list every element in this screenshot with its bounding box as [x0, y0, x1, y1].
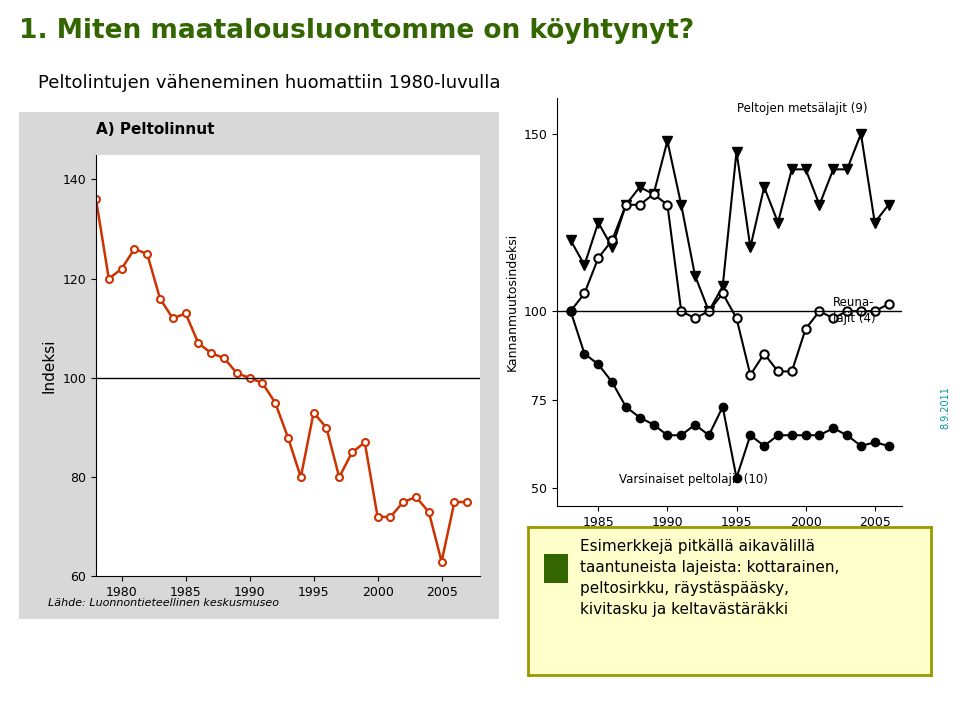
Y-axis label: Kannanmuutosindeksi: Kannanmuutosindeksi	[506, 233, 519, 371]
Text: Lähde: Luonnontieteellinen keskusmuseo: Lähde: Luonnontieteellinen keskusmuseo	[48, 598, 279, 608]
Text: 8.9.2011: 8.9.2011	[941, 387, 950, 429]
Text: Varsinaiset peltolajit (10): Varsinaiset peltolajit (10)	[619, 473, 768, 486]
Text: A) Peltolinnut: A) Peltolinnut	[96, 122, 214, 137]
Bar	[544, 554, 568, 583]
Text: Reuna-
lajit (4): Reuna- lajit (4)	[833, 296, 876, 325]
Text: Peltolintujen väheneminen huomattiin 1980-luvulla: Peltolintujen väheneminen huomattiin 198…	[38, 74, 501, 92]
Text: Esimerkkejä pitkällä aikavälillä
taantuneista lajeista: kottarainen,
peltosirkku: Esimerkkejä pitkällä aikavälillä taantun…	[581, 539, 840, 617]
Text: Peltojen metsälajit (9): Peltojen metsälajit (9)	[736, 103, 867, 115]
Y-axis label: Indeksi: Indeksi	[42, 338, 57, 393]
Text: 1. Miten maatalousluontomme on köyhtynyt?: 1. Miten maatalousluontomme on köyhtynyt…	[19, 18, 694, 44]
